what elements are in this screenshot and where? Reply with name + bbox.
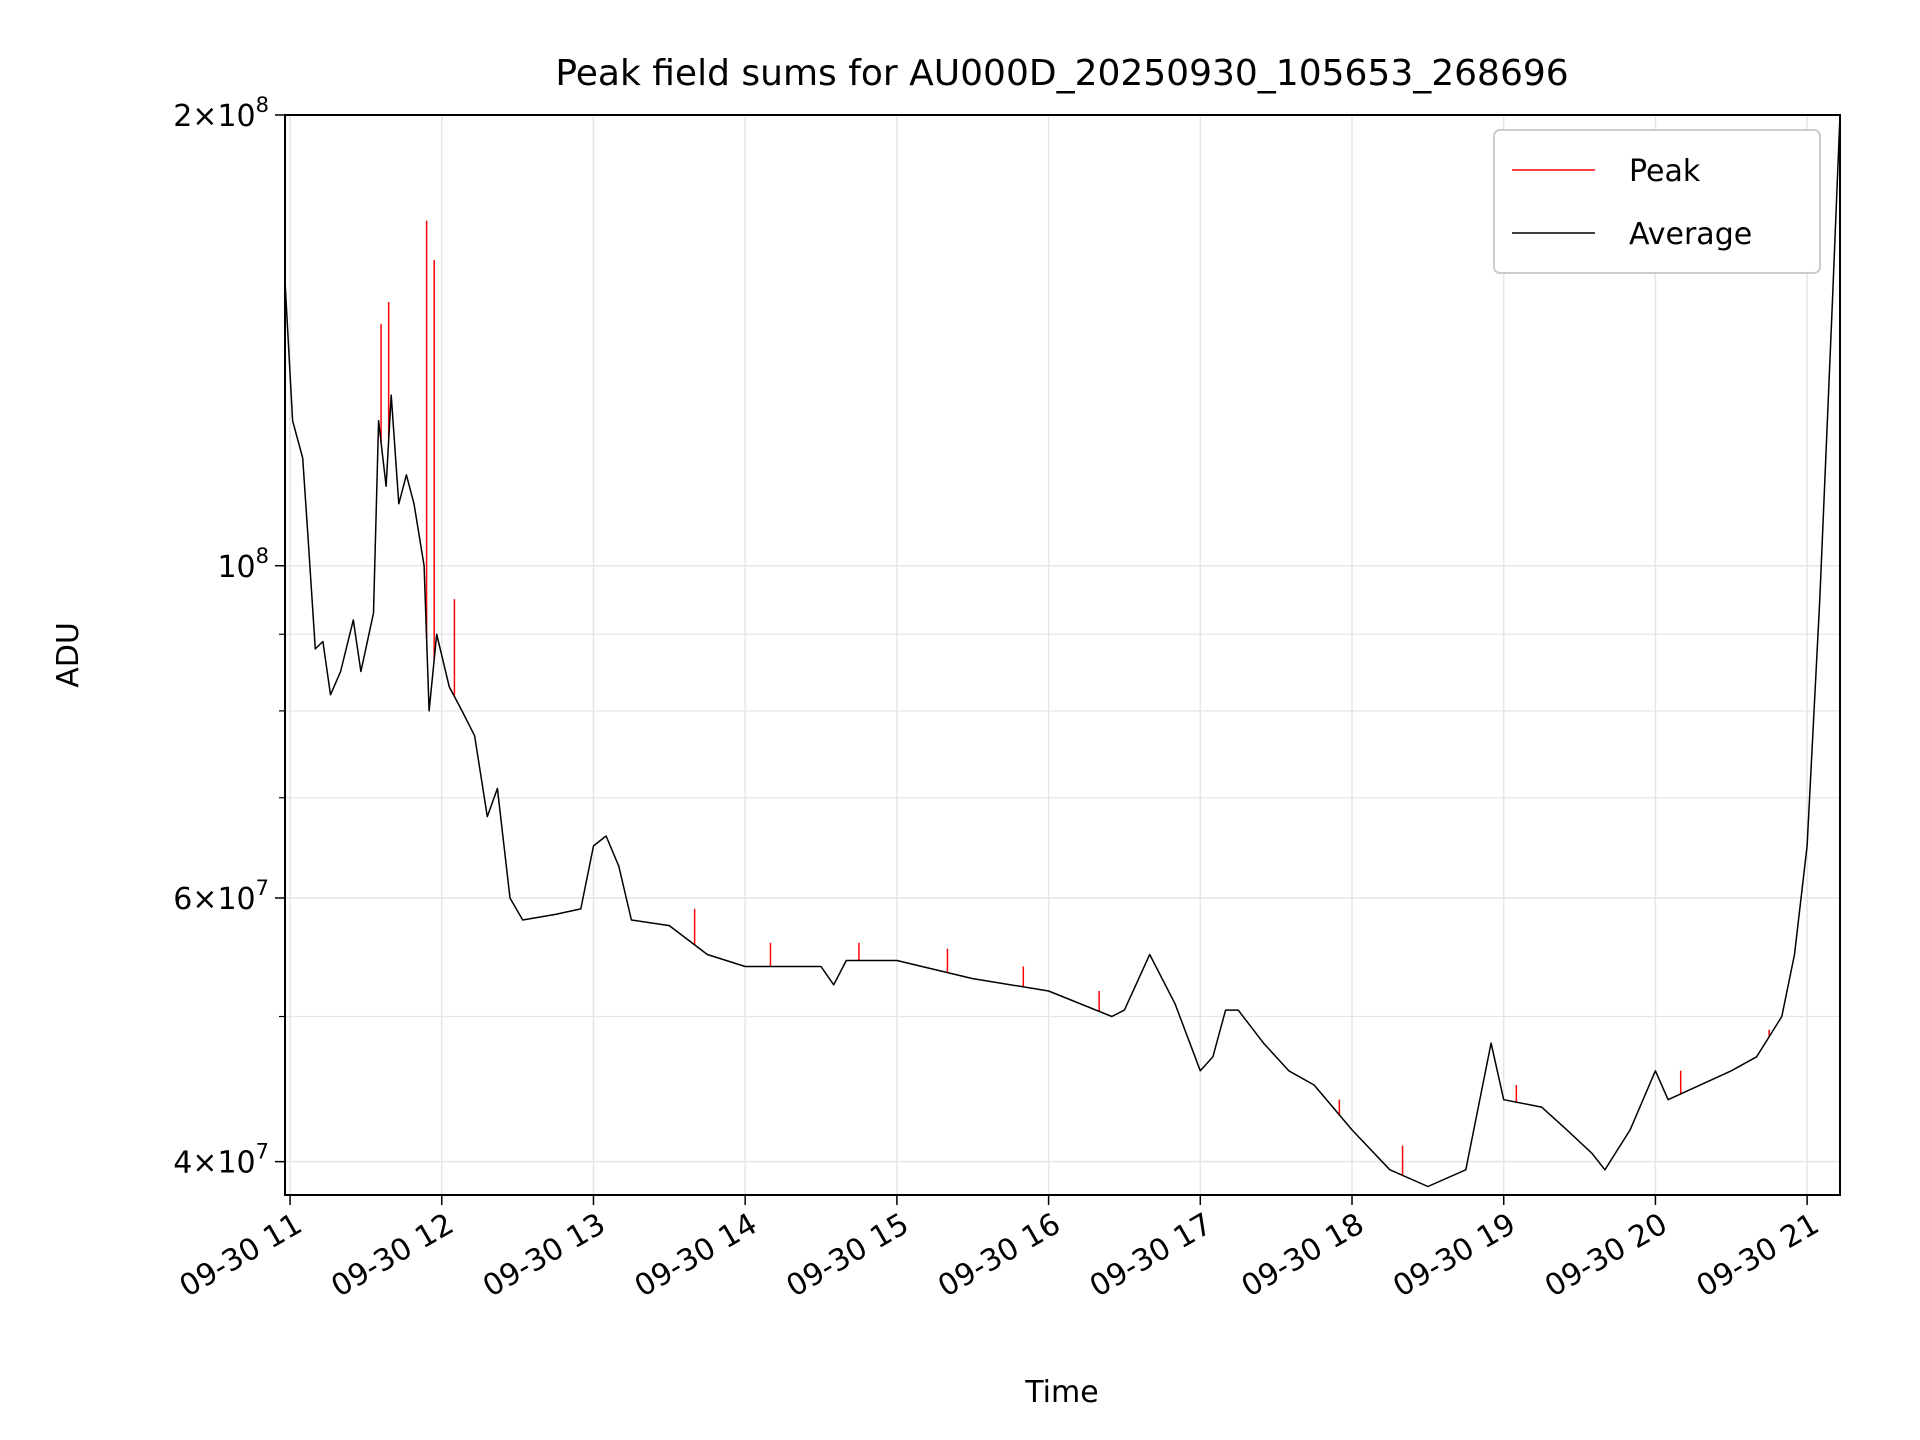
y-tick-label: 6×107 — [173, 876, 269, 917]
plot-frame — [284, 114, 1841, 1196]
y-axis-ticks: 4×107 6×107 108 2×108 — [173, 93, 285, 1181]
legend-label-peak: Peak — [1629, 154, 1701, 189]
legend-frame — [1493, 129, 1821, 274]
series-layer — [284, 114, 1841, 1188]
legend-label-average: Average — [1629, 217, 1752, 252]
y-tick-label: 4×107 — [173, 1140, 269, 1181]
average-series-line — [284, 114, 1841, 1188]
chart-title: Peak field sums for AU000D_20250930_1056… — [555, 53, 1568, 94]
y-axis-label: ADU — [51, 622, 86, 688]
y-tick-label: 108 — [217, 544, 269, 585]
legend: Peak Average — [1493, 129, 1821, 274]
y-tick-label: 2×108 — [173, 93, 269, 134]
plot-background — [285, 115, 1840, 1195]
x-axis-label: Time — [1024, 1375, 1098, 1410]
